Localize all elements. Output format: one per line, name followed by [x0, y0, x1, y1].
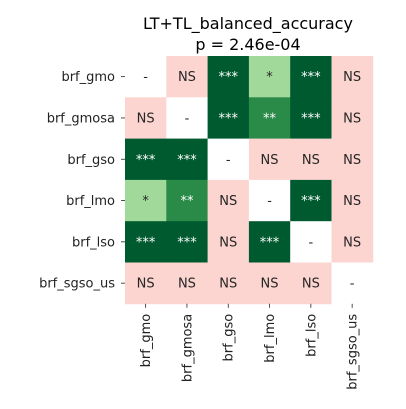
- column-tick-label: brf_gmo: [139, 314, 154, 368]
- heatmap-cell: [125, 97, 167, 139]
- heatmap-cell: [207, 97, 250, 139]
- heatmap-cell: [248, 56, 291, 98]
- cell-label: NS: [261, 153, 279, 168]
- column-tick-label: brf_sgso_us: [346, 314, 361, 390]
- cell-label: NS: [302, 153, 320, 168]
- cell-label: ***: [301, 111, 321, 126]
- heatmap-cell: [248, 138, 291, 181]
- heatmap-cell: [207, 138, 250, 181]
- cell-label: NS: [137, 277, 155, 292]
- cell-label: -: [226, 153, 231, 168]
- heatmap-cell: [125, 262, 167, 305]
- cell-label: NS: [343, 153, 361, 168]
- cell-label: ***: [219, 111, 239, 126]
- heatmap-cell: [248, 97, 291, 139]
- row-tick-label: brf_sgso_us: [39, 277, 115, 292]
- heatmap-cell: [166, 56, 208, 98]
- row-tick-label: brf_lmo: [66, 194, 115, 209]
- heatmap-cell: [331, 138, 374, 181]
- heatmap-cell: [331, 221, 374, 263]
- cell-label: -: [267, 194, 272, 209]
- heatmap-cell: [125, 221, 167, 263]
- column-tick-label: brf_gso: [222, 314, 237, 362]
- heatmap-cell: [207, 262, 250, 305]
- cell-label: NS: [219, 194, 237, 209]
- column-tick-labels: brf_gmo brf_gmosa brf_gso brf_lmo brf_lso brf…: [139, 303, 361, 390]
- heatmap-cell: [290, 97, 332, 139]
- chart-title: LT+TL_balanced_accuracy: [143, 14, 353, 34]
- heatmap-cell: [125, 56, 167, 98]
- cell-label: NS: [178, 277, 196, 292]
- heatmap-cell: [166, 221, 208, 263]
- heatmap-cell: [166, 97, 208, 139]
- column-tick-label: brf_gmosa: [180, 314, 195, 382]
- cell-label: **: [180, 194, 194, 209]
- row-tick-labels: brf_gmo brf_gmosa brf_gso brf_lmo brf_lsobrf…: [39, 70, 125, 292]
- cell-label: ***: [301, 70, 321, 85]
- cell-label: NS: [261, 277, 279, 292]
- cell-label: *: [142, 194, 149, 209]
- heatmap-cell: [207, 179, 250, 222]
- heatmap-cell: [331, 262, 374, 305]
- heatmap-cell: [290, 179, 332, 222]
- heatmap-cell: [207, 56, 250, 98]
- cell-label: NS: [219, 277, 237, 292]
- heatmap-cell: [248, 262, 291, 305]
- cell-label: ***: [260, 235, 280, 250]
- heatmap-cell: [290, 221, 332, 263]
- column-tick-label: brf_lso: [304, 314, 319, 357]
- cell-label: ***: [136, 153, 156, 168]
- column-tick-label: brf_lmo: [263, 314, 278, 363]
- cell-label: NS: [178, 70, 196, 85]
- row-tick-label: brf_gso: [67, 153, 115, 168]
- cell-label: -: [308, 235, 313, 250]
- cell-label: **: [263, 111, 277, 126]
- heatmap-cell: [125, 138, 167, 181]
- heatmap-cell: [166, 262, 208, 305]
- cell-label: ***: [177, 235, 197, 250]
- cell-label: -: [143, 70, 148, 85]
- cell-label: ***: [177, 153, 197, 168]
- heatmap-cell: [290, 262, 332, 305]
- heatmap-cell: [248, 221, 291, 263]
- row-tick-label: brf_gmo: [61, 70, 115, 85]
- cell-label: -: [185, 111, 190, 126]
- heatmap-cell: [331, 179, 374, 222]
- cell-label: NS: [219, 235, 237, 250]
- row-tick-label: brf_gmosa: [47, 111, 115, 126]
- heatmap-cell: [248, 179, 291, 222]
- cell-label: NS: [343, 235, 361, 250]
- cell-label: NS: [302, 277, 320, 292]
- chart-subtitle: p = 2.46e-04: [195, 35, 300, 54]
- cell-label: NS: [137, 111, 155, 126]
- cell-label: NS: [343, 70, 361, 85]
- heatmap-cell: [166, 138, 208, 181]
- heatmap-cell: [290, 138, 332, 181]
- cell-label: ***: [136, 235, 156, 250]
- heatmap-cell: [331, 97, 374, 139]
- cell-label: NS: [343, 111, 361, 126]
- heatmap-cell: [290, 56, 332, 98]
- cell-label: *: [266, 70, 273, 85]
- cell-label: ***: [219, 70, 239, 85]
- heatmap-cell: [125, 179, 167, 222]
- cell-label: NS: [343, 194, 361, 209]
- row-tick-label: brf_lso: [72, 235, 115, 250]
- cell-label: -: [350, 277, 355, 292]
- heatmap-cell: [331, 56, 374, 98]
- heatmap-cell: [166, 179, 208, 222]
- heatmap-cell: [207, 221, 250, 263]
- cell-label: ***: [301, 194, 321, 209]
